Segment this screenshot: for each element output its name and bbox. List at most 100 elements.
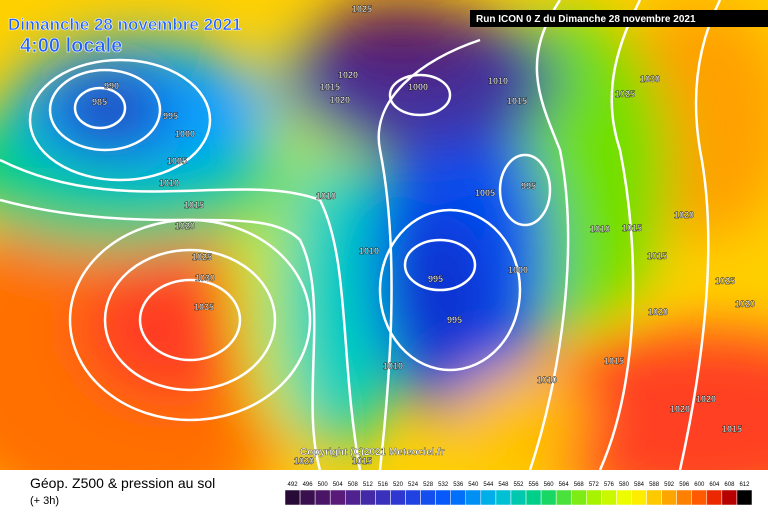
run-box (470, 10, 768, 27)
colorbar-label: 568 (574, 482, 585, 488)
isobar-label: 1025 (352, 4, 372, 14)
colorbar-cell (691, 489, 708, 506)
date-title: Dimanche 28 novembre 2021 (8, 15, 241, 34)
isobar-label: 1025 (715, 276, 735, 286)
isobar-label: 1020 (294, 456, 314, 466)
isobar-label: 985 (92, 97, 107, 107)
footer-title: Géop. Z500 & pression au sol (30, 475, 215, 491)
colorbar-cell (435, 489, 451, 506)
colorbar-cell (375, 489, 391, 506)
colorbar-label: 548 (498, 482, 509, 488)
colorbar-cell (284, 489, 301, 506)
colorbar-cell (299, 489, 316, 506)
colorbar-label: 600 (694, 482, 705, 488)
footer-step: (+ 3h) (30, 495, 59, 507)
isobar-label: 1020 (330, 95, 350, 105)
colorbar-label: 584 (634, 482, 645, 488)
colorbar-cell (345, 489, 361, 506)
colorbar-cell (616, 489, 632, 506)
colorbar-label: 580 (619, 482, 630, 488)
colorbar-cell (555, 489, 572, 506)
isobar-labels: 985 990 995 1000 1005 1010 1015 1020 1025 1030 103… (92, 4, 755, 466)
isobar-label: 995 (163, 111, 178, 121)
colorbar-cell (510, 489, 527, 506)
colorbar-label: 544 (483, 482, 494, 488)
colorbar-cell (390, 489, 406, 506)
colorbar-cell (631, 489, 647, 506)
colorbar-cell (676, 489, 692, 506)
isobar-label: 1015 (320, 82, 340, 92)
isobar-label: 1015 (722, 424, 742, 434)
colorbar-cell (360, 489, 376, 506)
colorbar-label: 532 (438, 482, 449, 488)
colorbar-label: 496 (303, 482, 314, 488)
colorbar-label: 592 (664, 482, 675, 488)
isobar-label: 1015 (604, 356, 624, 366)
colorbar-label: 504 (333, 482, 344, 488)
colorbar-label: 552 (513, 482, 524, 488)
isobar-label: 1025 (615, 89, 635, 99)
isobar-label: 1010 (383, 361, 403, 371)
colorbar-label: 536 (453, 482, 464, 488)
isobar-label: 1020 (175, 221, 195, 231)
isobar-label: 1030 (640, 74, 660, 84)
colorbar-label: 556 (529, 482, 540, 488)
colorbar-cell (601, 489, 617, 506)
colorbar-label: 520 (393, 482, 404, 488)
colorbar-cell (706, 489, 723, 506)
colorbar-cell (314, 489, 331, 506)
colorbar-cell (586, 489, 602, 506)
colorbar-cell (480, 489, 497, 506)
isobar-label: 1030 (195, 273, 215, 283)
isobar-label: 1020 (674, 210, 694, 220)
colorbar-label: 612 (739, 482, 750, 488)
isobar-label: 1000 (408, 82, 428, 92)
isobar-label: 1015 (184, 200, 204, 210)
colorbar-label: 524 (408, 482, 419, 488)
isobar-label: 1010 (488, 76, 508, 86)
colorbar-label: 596 (679, 482, 690, 488)
colorbar-label: 528 (423, 482, 434, 488)
colorbar-label: 516 (378, 482, 389, 488)
colorbar-cell (525, 489, 542, 506)
isobar-label: 1015 (622, 223, 642, 233)
isobar-label: 995 (447, 315, 462, 325)
colorbar-cell (661, 489, 677, 506)
colorbar-cell (646, 489, 662, 506)
isobar-label: 1010 (537, 375, 557, 385)
colorbar-cell (405, 489, 421, 506)
isobar-lines (0, 0, 722, 470)
isobar-label: 995 (428, 274, 443, 284)
colorbar-label: 564 (559, 482, 570, 488)
colorbar-label: 512 (363, 482, 374, 488)
isobar-label: 1010 (316, 191, 336, 201)
isobar-label: 1015 (352, 456, 372, 466)
isobar-label: 1015 (647, 251, 667, 261)
colorbar-label: 560 (544, 482, 555, 488)
colorbar-cell (465, 489, 482, 506)
isobar-label: 1020 (648, 307, 668, 317)
colorbar-cell (721, 489, 738, 506)
colorbar-label: 500 (318, 482, 329, 488)
isobar-label: 1000 (175, 129, 195, 139)
colorbar-cell (495, 489, 512, 506)
colorbar-label: 540 (468, 482, 479, 488)
colorbar-cell (540, 489, 557, 506)
colorbar-label: 576 (604, 482, 615, 488)
isobar-label: 1035 (194, 302, 214, 312)
isobar-label: 1005 (475, 188, 495, 198)
colorbar-cell (450, 489, 467, 506)
colorbar-label: 572 (589, 482, 600, 488)
isobar-label: 1010 (590, 224, 610, 234)
copyright: Copyright (C)2021 Meteociel.fr (300, 447, 445, 458)
colorbar: 492 496 500 504 508 512 516 520 524 528 532 536 540 5… (284, 482, 753, 506)
isobar-label: 1020 (670, 404, 690, 414)
isobar-label: 995 (521, 181, 536, 191)
isobar-label: 990 (104, 81, 119, 91)
isobar-label: 1005 (167, 156, 187, 166)
isobar-label: 1020 (338, 70, 358, 80)
isobar-label: 1015 (507, 96, 527, 106)
colorbar-label: 492 (288, 482, 299, 488)
